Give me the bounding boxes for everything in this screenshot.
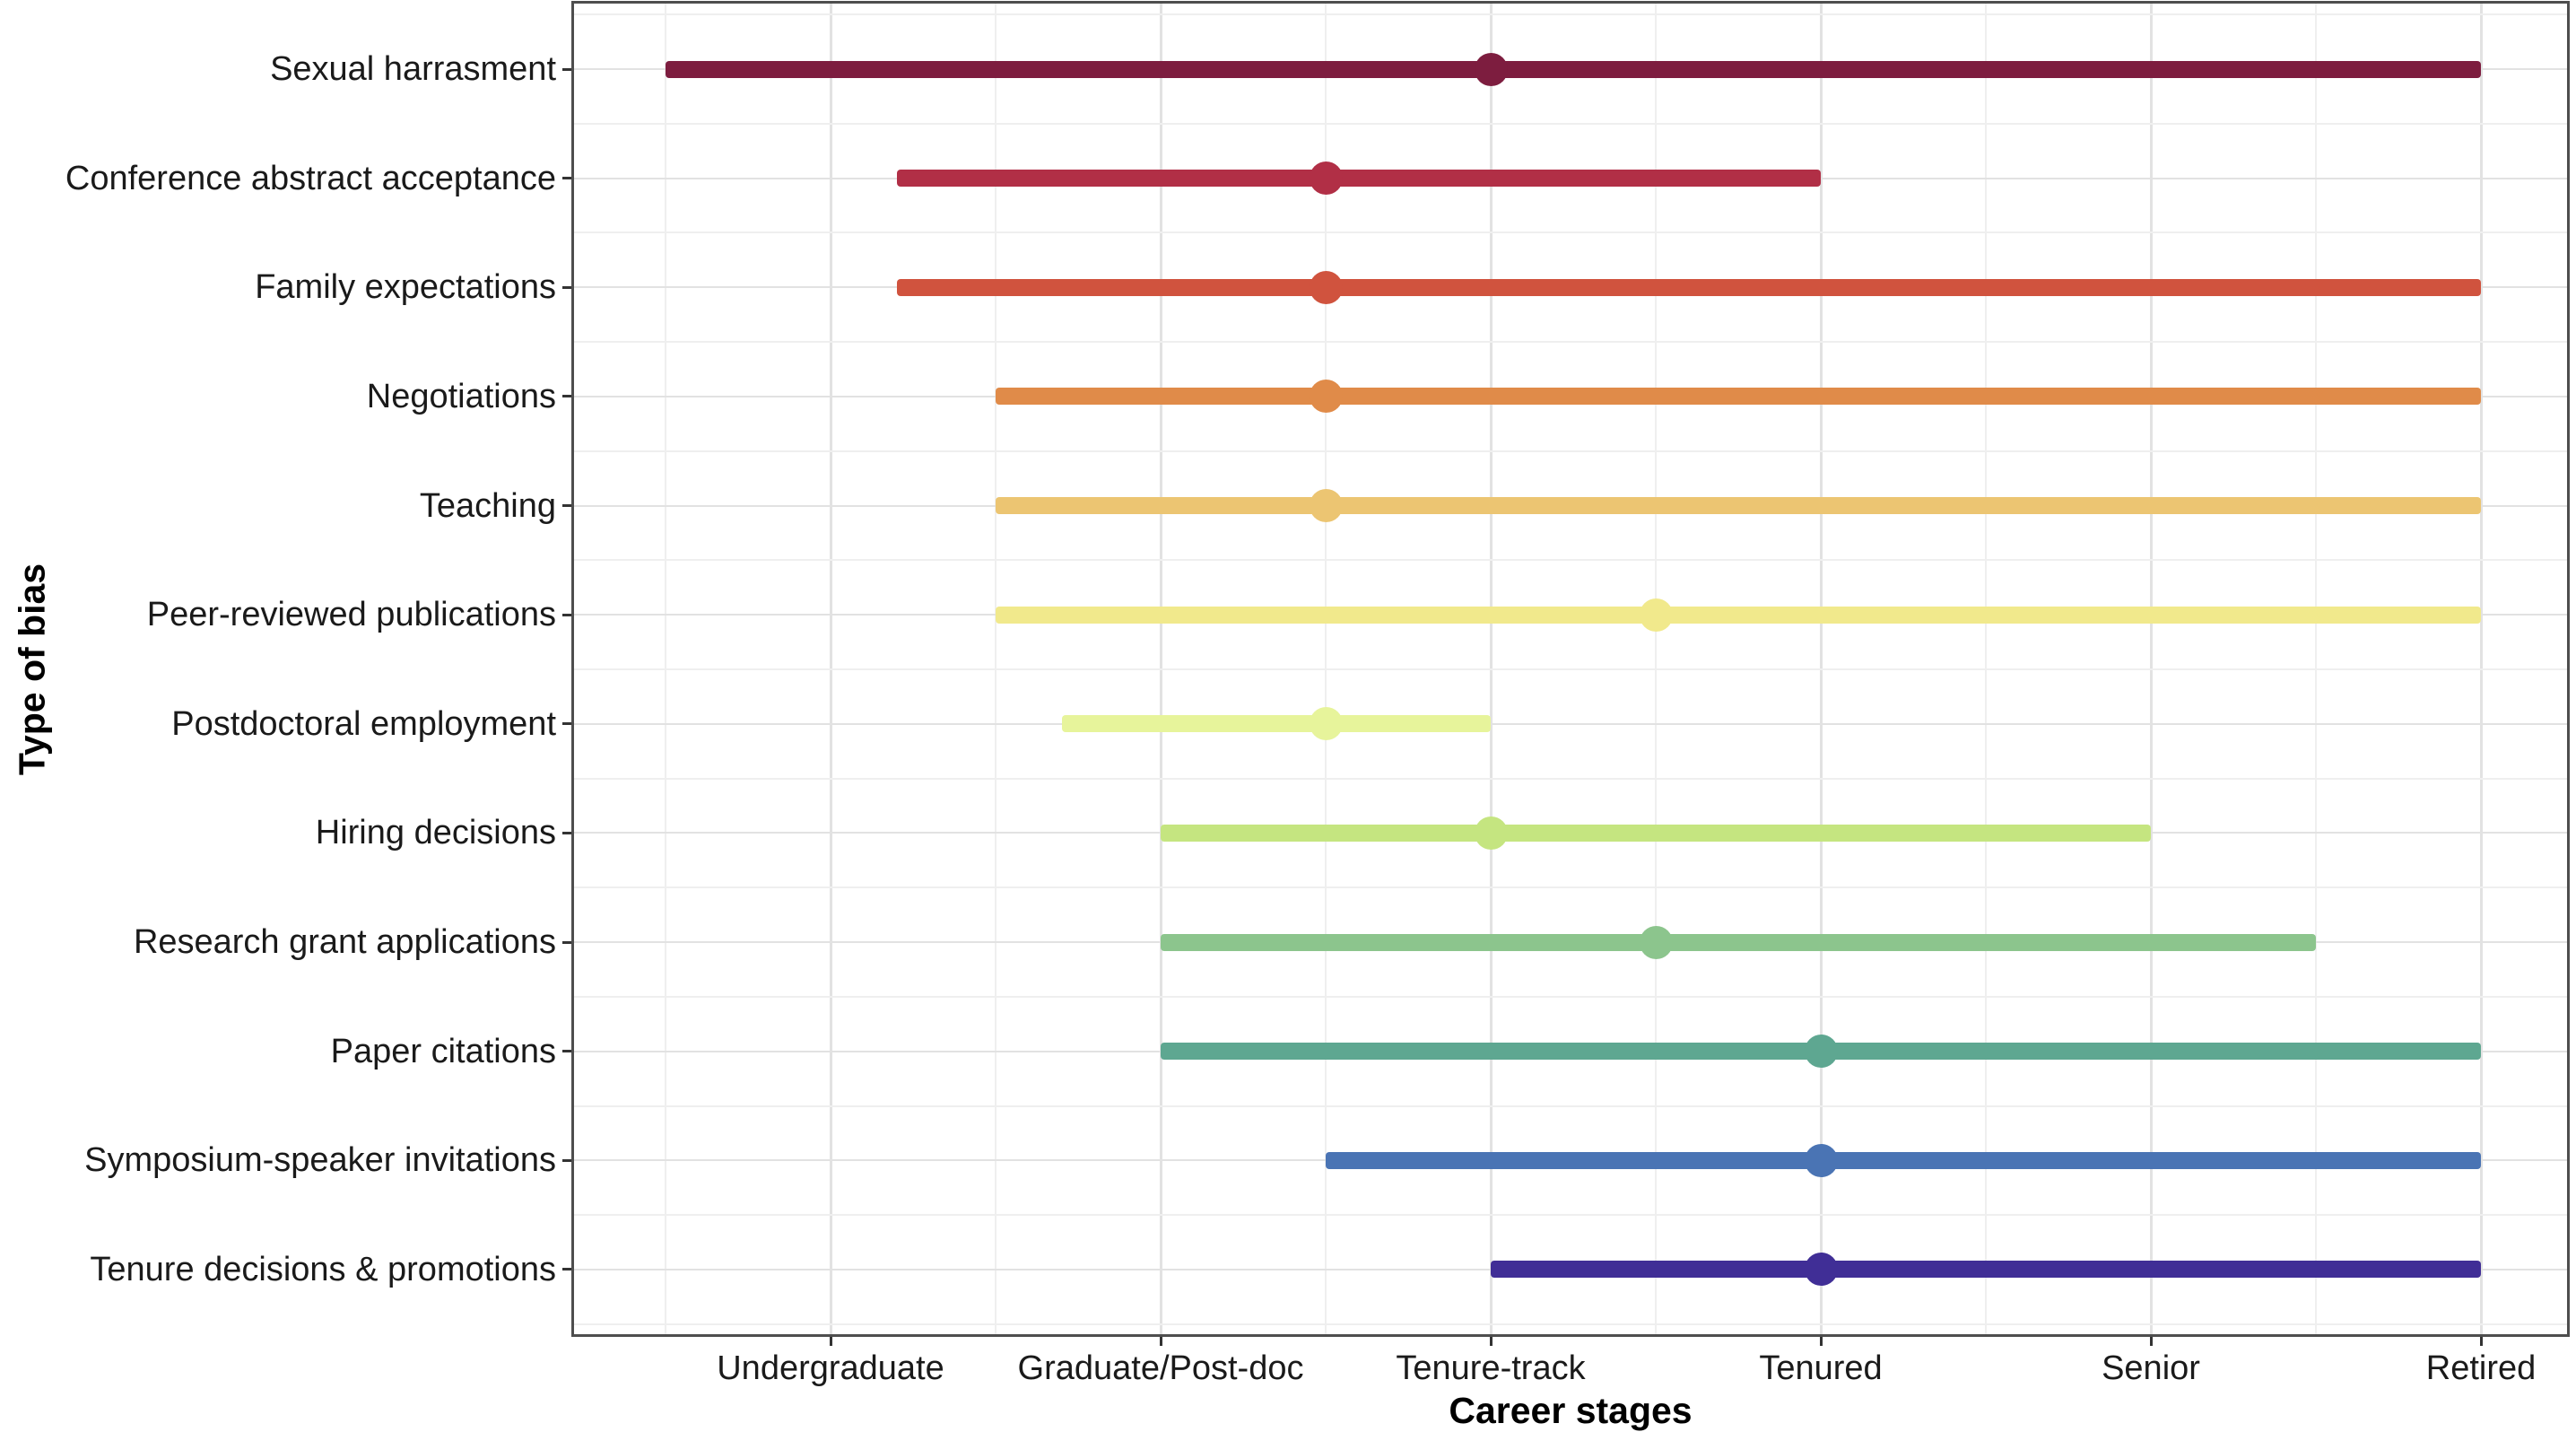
x-tick-mark (1159, 1337, 1162, 1346)
y-tick-label: Negotiations (366, 377, 556, 415)
y-tick-mark (562, 395, 571, 398)
range-line (1161, 933, 2316, 951)
x-tick-label: Tenured (1759, 1349, 1883, 1387)
x-tick-mark (2149, 1337, 2153, 1346)
y-tick-label: Symposium-speaker invitations (84, 1141, 556, 1180)
h-gridline-minor (574, 1214, 2567, 1217)
range-line (996, 606, 2481, 624)
x-axis-title: Career stages (1449, 1390, 1693, 1431)
h-gridline-minor (574, 341, 2567, 344)
y-tick-label: Conference abstract acceptance (65, 159, 556, 197)
x-tick-mark (1819, 1337, 1823, 1346)
y-tick-label: Postdoctoral employment (171, 704, 556, 743)
y-tick-label: Peer-reviewed publications (146, 596, 556, 634)
data-point-dot (1309, 162, 1343, 196)
y-tick-label: Tenure decisions & promotions (90, 1250, 556, 1288)
range-line (1326, 1151, 2481, 1169)
data-point-dot (1639, 925, 1673, 959)
h-gridline-minor (574, 995, 2567, 998)
range-line (666, 60, 2481, 78)
data-point-dot (1804, 1143, 1838, 1177)
data-point-dot (1804, 1035, 1838, 1069)
y-tick-label: Hiring decisions (315, 814, 556, 852)
y-tick-label: Research grant applications (133, 923, 556, 962)
data-point-dot (1309, 489, 1343, 523)
y-tick-label: Family expectations (255, 268, 556, 307)
data-point-dot (1309, 707, 1343, 741)
range-line (896, 170, 1821, 188)
range-line (996, 388, 2481, 406)
range-line (1061, 715, 1491, 733)
h-gridline-minor (574, 886, 2567, 889)
y-tick-mark (562, 831, 571, 834)
x-tick-label: Undergraduate (717, 1349, 944, 1387)
h-gridline-minor (574, 122, 2567, 125)
x-tick-mark (1489, 1337, 1493, 1346)
h-gridline-minor (574, 777, 2567, 780)
x-tick-mark (829, 1337, 832, 1346)
y-tick-label: Sexual harrasment (270, 50, 556, 88)
y-tick-label: Teaching (419, 486, 556, 525)
h-gridline-major (574, 722, 2567, 725)
y-tick-mark (562, 504, 571, 508)
y-tick-mark (562, 1158, 571, 1162)
h-gridline-minor (574, 668, 2567, 670)
y-tick-mark (562, 613, 571, 616)
h-gridline-minor (574, 231, 2567, 234)
range-line (896, 278, 2481, 296)
x-tick-label: Graduate/Post-doc (1017, 1349, 1304, 1387)
range-line (996, 497, 2481, 515)
data-point-dot (1639, 598, 1673, 632)
data-point-dot (1804, 1253, 1838, 1287)
data-point-dot (1309, 270, 1343, 304)
h-gridline-minor (574, 1323, 2567, 1325)
y-tick-mark (562, 285, 571, 289)
data-point-dot (1309, 380, 1343, 414)
y-tick-mark (562, 722, 571, 726)
h-gridline-minor (574, 1105, 2567, 1107)
x-tick-label: Retired (2425, 1349, 2537, 1387)
range-line (1161, 824, 2151, 842)
x-tick-mark (2479, 1337, 2483, 1346)
x-tick-label: Senior (2102, 1349, 2200, 1387)
range-line (1491, 1261, 2481, 1279)
y-tick-mark (562, 940, 571, 944)
h-gridline-minor (574, 13, 2567, 16)
x-tick-label: Tenure-track (1396, 1349, 1586, 1387)
y-tick-mark (562, 1268, 571, 1271)
data-point-dot (1474, 816, 1508, 850)
y-axis-title: Type of bias (11, 563, 53, 775)
y-tick-mark (562, 67, 571, 71)
y-tick-label: Paper citations (330, 1032, 556, 1070)
h-gridline-minor (574, 559, 2567, 562)
y-tick-mark (562, 177, 571, 180)
h-gridline-minor (574, 450, 2567, 452)
y-tick-mark (562, 1050, 571, 1053)
plot-panel (571, 1, 2570, 1337)
data-point-dot (1474, 52, 1508, 86)
